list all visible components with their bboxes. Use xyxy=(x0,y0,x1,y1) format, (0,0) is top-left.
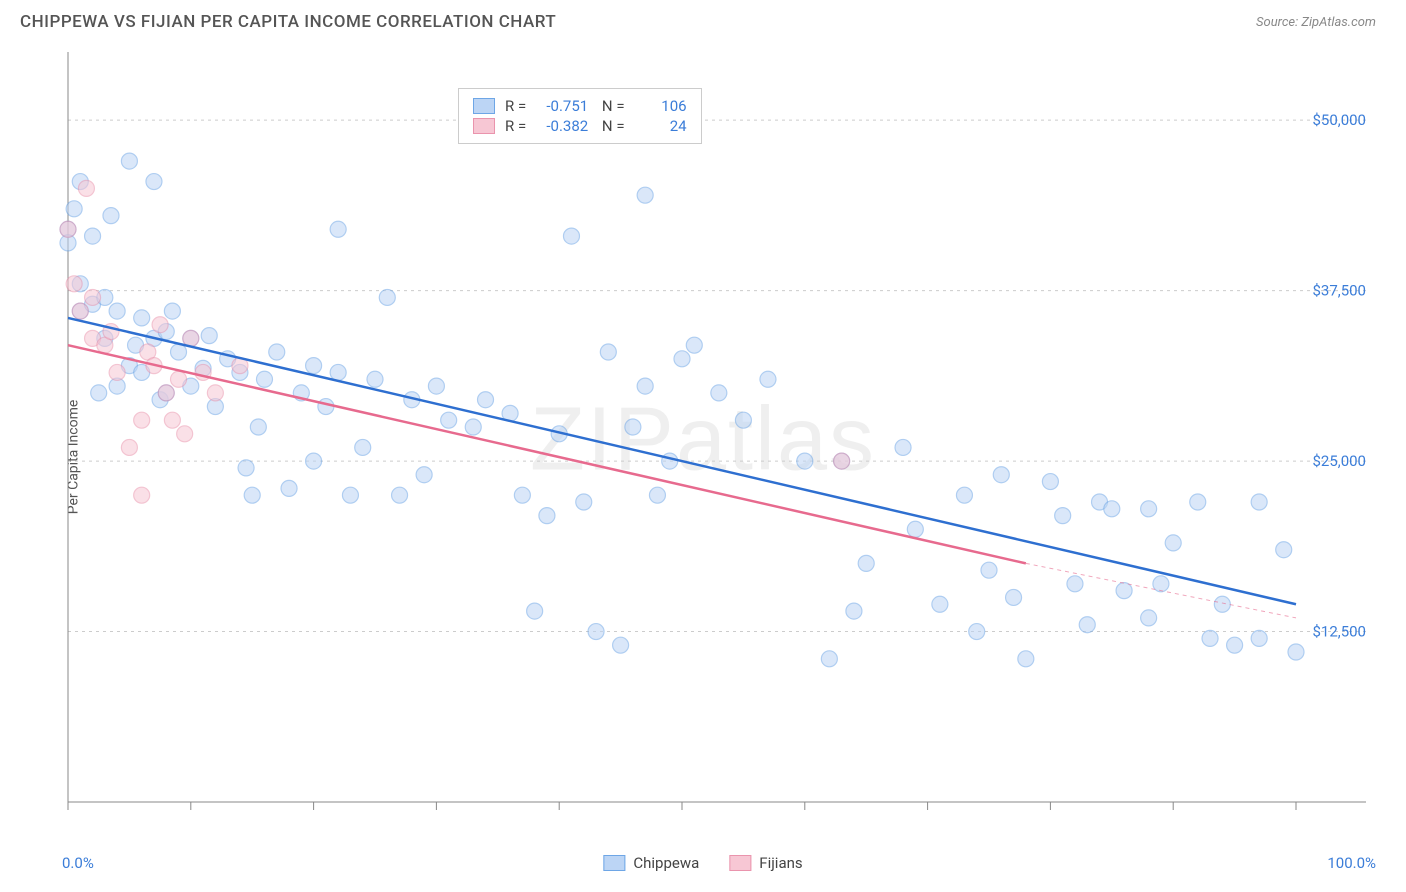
x-axis-max-label: 100.0% xyxy=(1327,854,1376,872)
x-axis-min-label: 0.0% xyxy=(62,854,94,872)
n-value-fijians: 24 xyxy=(635,117,687,135)
r-value-fijians: -0.382 xyxy=(536,117,588,135)
r-value-chippewa: -0.751 xyxy=(536,97,588,115)
bottom-legend: Chippewa Fijians xyxy=(603,854,802,872)
legend-item-chippewa: Chippewa xyxy=(603,854,699,872)
n-value-chippewa: 106 xyxy=(635,97,687,115)
chart-area: Per Capita Income ZIPatlas $12,500$25,00… xyxy=(20,42,1386,872)
stats-legend-box: R = -0.751 N = 106 R = -0.382 N = 24 xyxy=(458,88,702,144)
swatch-fijians xyxy=(473,118,495,134)
svg-text:$37,500: $37,500 xyxy=(1312,282,1366,300)
svg-text:$25,000: $25,000 xyxy=(1312,452,1366,470)
chart-title: CHIPPEWA VS FIJIAN PER CAPITA INCOME COR… xyxy=(20,12,556,32)
source-label: Source: ZipAtlas.com xyxy=(1256,15,1376,30)
svg-text:$50,000: $50,000 xyxy=(1312,111,1366,129)
scatter-plot: $12,500 $25,000 $37,500 $50,000 xyxy=(52,42,1386,852)
swatch-chippewa xyxy=(473,98,495,114)
stats-row-chippewa: R = -0.751 N = 106 xyxy=(473,97,687,115)
swatch-fijians-bottom xyxy=(729,855,751,871)
svg-text:$12,500: $12,500 xyxy=(1312,623,1366,641)
stats-row-fijians: R = -0.382 N = 24 xyxy=(473,117,687,135)
swatch-chippewa-bottom xyxy=(603,855,625,871)
legend-item-fijians: Fijians xyxy=(729,854,802,872)
